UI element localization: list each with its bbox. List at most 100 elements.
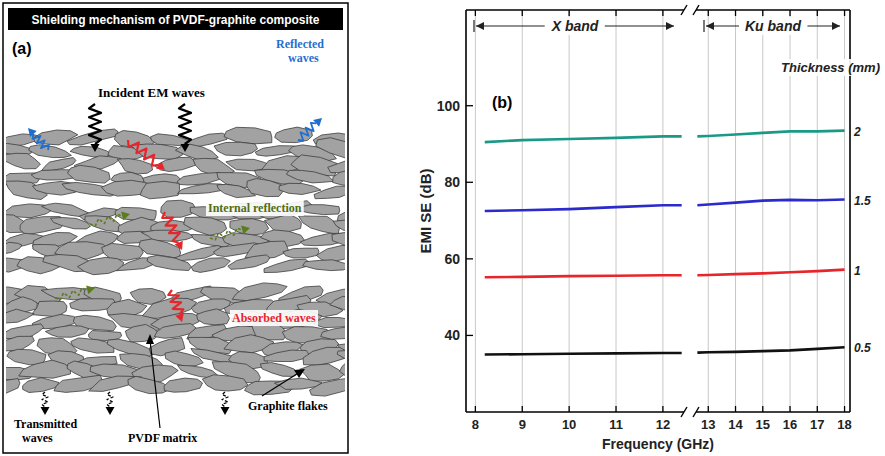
diagram-title: Shielding mechanism of PVDF-graphite com… bbox=[31, 13, 319, 27]
x-tick bbox=[762, 10, 763, 16]
x-tick-label: 17 bbox=[810, 417, 824, 432]
y-tick-label: 80 bbox=[444, 174, 460, 190]
series-line bbox=[485, 136, 682, 142]
graphite-flake bbox=[140, 181, 179, 199]
graphite-flake bbox=[70, 146, 111, 157]
transmitted-wave bbox=[222, 392, 228, 407]
x-tick bbox=[817, 10, 818, 16]
band-annotation: Ku band bbox=[745, 18, 801, 34]
flakes bbox=[6, 127, 345, 396]
graphite-flake bbox=[224, 127, 272, 144]
x-tick bbox=[568, 10, 569, 16]
x-tick bbox=[568, 406, 569, 412]
x-tick bbox=[475, 406, 476, 412]
x-axis-title: Frequency (GHz) bbox=[602, 436, 714, 452]
graphite-flake bbox=[314, 318, 345, 328]
graphite-flake bbox=[303, 347, 345, 365]
graphite-flake bbox=[6, 153, 40, 169]
graphite-flake bbox=[155, 157, 196, 171]
reflected-wave bbox=[33, 134, 49, 150]
series-line bbox=[697, 347, 844, 352]
axis-break bbox=[681, 5, 687, 15]
absorbed-wave bbox=[162, 212, 180, 243]
label-backing bbox=[743, 17, 803, 35]
band-annotation: X band bbox=[551, 18, 599, 34]
internal-wave bbox=[210, 228, 242, 240]
incident-wave-head bbox=[91, 144, 100, 152]
graphite-flake bbox=[340, 362, 345, 381]
y-axis-title: EMI SE (dB) bbox=[417, 168, 434, 253]
x-tick bbox=[522, 10, 523, 16]
series-line bbox=[697, 131, 844, 137]
absorbed-wave bbox=[128, 140, 159, 166]
graphite-flake bbox=[232, 283, 287, 301]
graphite-flake bbox=[128, 376, 170, 393]
graphite-flake bbox=[115, 207, 156, 220]
graphite-flake bbox=[147, 255, 191, 270]
graphite-flake bbox=[202, 375, 248, 391]
graphite-flake bbox=[299, 216, 340, 235]
series-line bbox=[485, 353, 682, 355]
label-backing bbox=[779, 59, 882, 76]
graphite-flake bbox=[286, 170, 334, 183]
internal-wave-head bbox=[241, 226, 250, 235]
band-arrow bbox=[605, 25, 674, 26]
graphite-flake bbox=[23, 378, 59, 393]
x-tick-label: 18 bbox=[837, 417, 851, 432]
transmitted-wave bbox=[107, 392, 113, 407]
axis-line bbox=[465, 10, 467, 412]
y-tick bbox=[466, 105, 473, 106]
transmitted-wave-head bbox=[106, 407, 115, 415]
axis-break bbox=[693, 5, 699, 15]
x-tick bbox=[789, 406, 790, 412]
incident-wave-head bbox=[181, 144, 190, 152]
graphite-flake bbox=[283, 248, 319, 258]
incident-wave bbox=[179, 104, 191, 144]
diagram-label: Incident EM waves bbox=[98, 85, 205, 100]
graphite-flake bbox=[19, 360, 71, 378]
band-arrow bbox=[703, 20, 704, 32]
diagram-label: Transmittedwaves bbox=[14, 417, 77, 445]
x-tick bbox=[708, 10, 709, 16]
internal-wave bbox=[90, 214, 122, 226]
graphite-flake bbox=[228, 255, 270, 269]
graphite-flake bbox=[260, 363, 298, 377]
grid-line bbox=[662, 10, 663, 412]
panel-a: Shielding mechanism of PVDF-graphite com… bbox=[0, 3, 389, 453]
x-tick bbox=[662, 406, 663, 412]
graphite-flake bbox=[333, 169, 345, 185]
absorbed-wave-head bbox=[175, 313, 184, 322]
graphite-flake bbox=[197, 309, 230, 325]
x-tick bbox=[615, 10, 616, 16]
chart-part: 13141516171821.510.5Ku bandThickness (mm… bbox=[693, 5, 882, 432]
graphite-flake bbox=[264, 350, 309, 361]
graphite-flake bbox=[45, 326, 89, 338]
label-backing bbox=[549, 17, 601, 35]
graphite-flake bbox=[279, 183, 321, 194]
diagram-label: PVDF matrix bbox=[128, 431, 197, 445]
transmitted-wave-head bbox=[221, 407, 230, 415]
figure: Shielding mechanism of PVDF-graphite com… bbox=[0, 0, 885, 456]
diagram-label: Reflectedwaves bbox=[276, 37, 324, 65]
x-tick-label: 8 bbox=[472, 417, 479, 432]
panel-a-frame bbox=[3, 3, 348, 453]
absorbed-wave-head bbox=[156, 161, 165, 170]
graphite-flake bbox=[6, 242, 22, 255]
graphite-flake bbox=[303, 260, 345, 271]
x-tick-label: 14 bbox=[728, 417, 743, 432]
x-tick bbox=[735, 406, 736, 412]
x-tick-label: 15 bbox=[756, 417, 770, 432]
transmitted-wave-head bbox=[41, 407, 50, 415]
band-arrow-head bbox=[666, 22, 674, 30]
x-tick bbox=[735, 10, 736, 16]
series-group bbox=[697, 131, 844, 353]
y-tick-label: 40 bbox=[444, 327, 460, 343]
band-arrow-head bbox=[832, 22, 840, 30]
graphite-flake bbox=[321, 327, 345, 340]
graphite-flake bbox=[333, 220, 345, 233]
graphite-flake bbox=[78, 257, 124, 274]
y-tick bbox=[466, 258, 473, 259]
title-bar bbox=[8, 8, 343, 30]
pointer-head bbox=[146, 334, 154, 344]
panel-letter: (a) bbox=[12, 40, 32, 57]
